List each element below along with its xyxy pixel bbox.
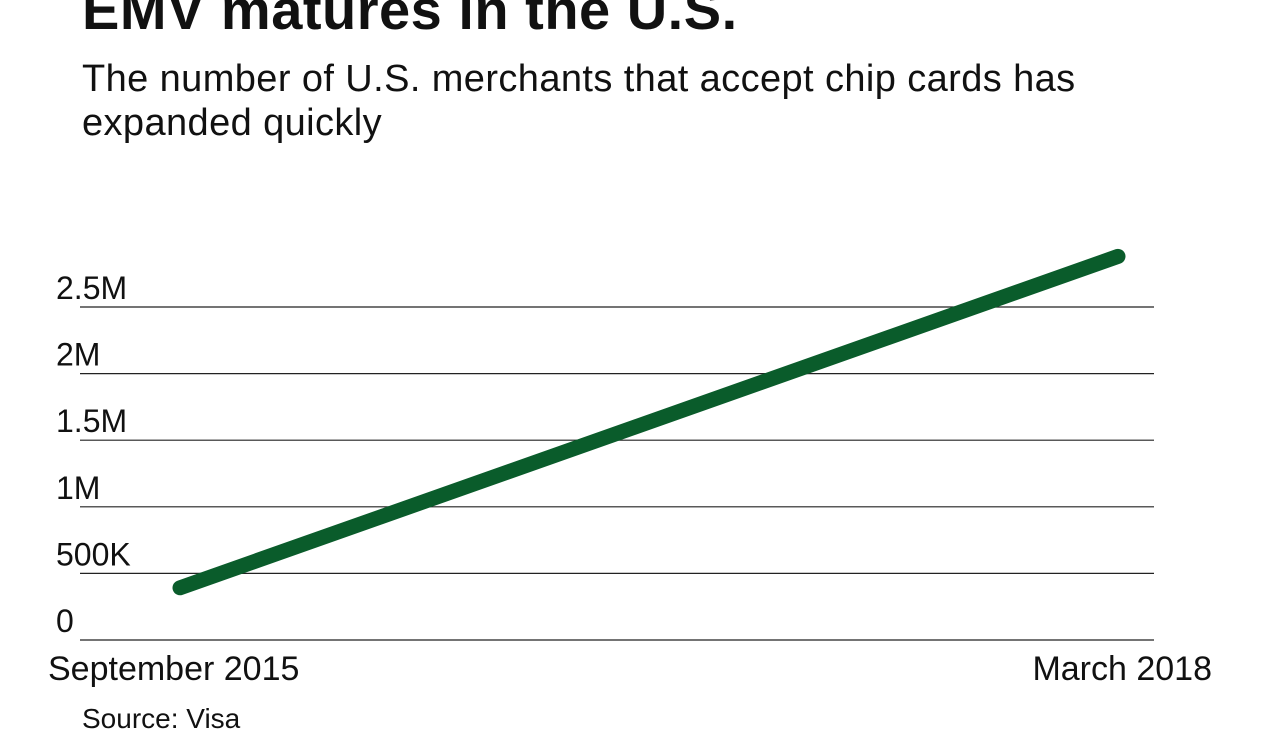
data-point: [1117, 255, 1119, 257]
chart-subtitle: The number of U.S. merchants that accept…: [82, 58, 1076, 144]
series-lines: [172, 248, 1126, 596]
line-chart: 0 500K 1M 1.5M 2M 2.5M September 2015 March 20…: [48, 248, 1212, 688]
y-tick-label: 500K: [56, 536, 131, 572]
chart-title: EMV matures in the U.S.: [82, 0, 738, 41]
series-line: [172, 248, 1126, 596]
y-tick-label: 1M: [56, 470, 100, 506]
x-tick-label: March 2018: [1032, 650, 1212, 688]
y-tick-label: 2M: [56, 337, 100, 373]
source-note: Source: Visa: [82, 703, 241, 734]
gridlines: [80, 306, 1154, 641]
x-axis-tick-labels: September 2015 March 2018: [48, 650, 1212, 688]
y-tick-label: 0: [56, 603, 74, 639]
x-tick-label: September 2015: [48, 650, 299, 688]
y-axis-tick-labels: 0 500K 1M 1.5M 2M 2.5M: [56, 270, 131, 639]
y-tick-label: 1.5M: [56, 403, 127, 439]
data-point: [179, 587, 181, 589]
y-tick-label: 2.5M: [56, 270, 127, 306]
